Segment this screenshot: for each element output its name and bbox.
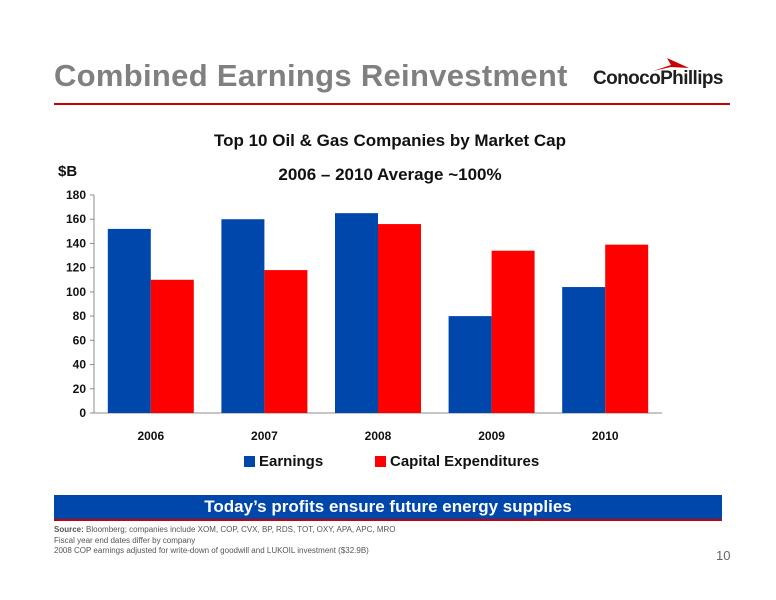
y-tick-label: 180 [66, 188, 86, 202]
bar-earnings-2006 [107, 228, 151, 413]
source-note: Source: Bloomberg; companies include XOM… [54, 525, 396, 536]
y-tick-label: 160 [66, 212, 86, 226]
y-axis-unit: $B [58, 163, 78, 180]
page-number: 10 [716, 548, 731, 563]
footnotes: Source: Bloomberg; companies include XOM… [54, 525, 396, 557]
x-tick-label: 2006 [137, 429, 164, 443]
x-tick-label: 2010 [592, 429, 619, 443]
chart-subtitle: 2006 – 2010 Average ~100% [278, 165, 502, 184]
y-tick-label: 40 [73, 358, 87, 372]
slide-title: Combined Earnings Reinvestment [54, 58, 568, 93]
x-tick-label: 2007 [251, 429, 278, 443]
chart-title: Top 10 Oil & Gas Companies by Market Cap [213, 131, 567, 150]
legend-swatch-capex [375, 456, 386, 467]
legend-label-capex: Capital Expenditures [390, 453, 540, 470]
y-tick-label: 60 [73, 333, 87, 347]
x-tick-label: 2008 [365, 429, 392, 443]
source-label: Source: [54, 525, 84, 534]
y-tick-label: 80 [73, 309, 87, 323]
bar-earnings-2009 [448, 316, 492, 413]
legend-item-capex: Capital Expenditures [375, 453, 539, 470]
legend-label-earnings: Earnings [259, 453, 324, 470]
legend-swatch-earnings [244, 456, 255, 467]
banner-underline [54, 519, 722, 521]
message-banner: Today’s profits ensure future energy sup… [54, 495, 722, 519]
bar-capex-2009 [491, 250, 535, 413]
y-tick-label: 140 [66, 236, 86, 250]
bar-capex-2007 [264, 270, 308, 413]
x-tick-label: 2009 [478, 429, 505, 443]
adjustment-note: 2008 COP earnings adjusted for write-dow… [54, 546, 369, 555]
logo-swoosh-icon [653, 58, 689, 71]
bar-capex-2010 [605, 244, 649, 413]
bar-capex-2006 [150, 279, 194, 413]
bar-capex-2008 [378, 224, 421, 413]
chart-legend: Earnings Capital Expenditures [0, 453, 776, 473]
bar-earnings-2010 [562, 287, 606, 413]
logo-text: ConocoPhillips [593, 68, 723, 89]
bar-earnings-2008 [335, 213, 378, 413]
y-tick-label: 0 [79, 406, 86, 420]
y-tick-label: 100 [66, 285, 86, 299]
bar-earnings-2007 [221, 219, 265, 413]
bar-chart: 0 20 40 60 80 100 120 140 160 180 2006 2007 2008 2009… [66, 188, 662, 443]
company-logo: ConocoPhillips [593, 56, 733, 96]
y-tick-label: 120 [66, 261, 86, 275]
fiscal-note: Fiscal year end dates differ by company [54, 535, 196, 545]
source-text: Bloomberg; companies include XOM, COP, C… [86, 525, 396, 534]
y-tick-label: 20 [73, 382, 87, 396]
header-divider [54, 103, 730, 105]
legend-item-earnings: Earnings [244, 453, 323, 470]
